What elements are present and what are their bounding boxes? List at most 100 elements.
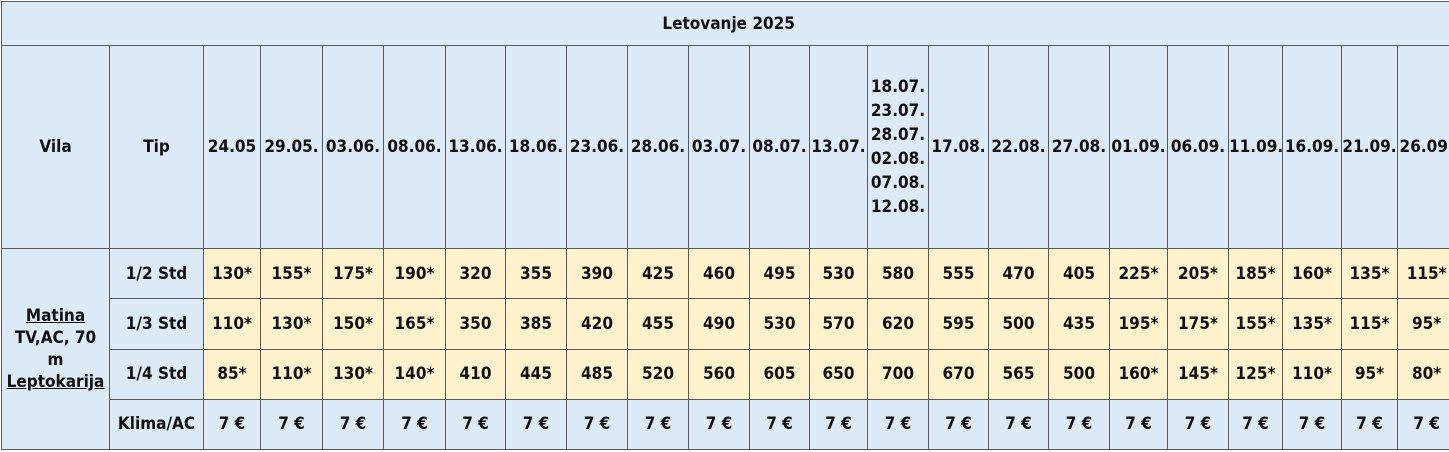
header-date-line: 07.08. — [870, 173, 926, 194]
price-cell: 455 — [627, 298, 689, 350]
price-cell: 470 — [988, 248, 1049, 300]
price-cell: 520 — [627, 348, 689, 400]
price-cell: 160* — [1109, 348, 1168, 400]
price-cell: 350 — [445, 298, 506, 350]
header-date-line: 02.08. — [870, 149, 926, 170]
ac-price-cell: 7 € — [988, 398, 1049, 451]
ac-price-cell: 7 € — [928, 398, 989, 451]
price-cell: 555 — [928, 248, 989, 300]
room-type: 1/3 Std — [109, 298, 204, 350]
price-cell: 165* — [383, 298, 446, 350]
table-title: Letovanje 2025 — [0, 0, 1449, 47]
price-cell: 580 — [867, 248, 929, 300]
ac-price-cell: 7 € — [203, 398, 261, 451]
ac-price-cell: 7 € — [1048, 398, 1110, 451]
header-date: 21.09. — [1341, 45, 1398, 250]
header-date: 17.08. — [928, 45, 989, 250]
price-cell: 110* — [203, 298, 261, 350]
header-vila: Vila — [1, 45, 110, 250]
price-cell: 130* — [203, 248, 261, 300]
header-date: 03.06. — [322, 45, 384, 250]
price-cell: 495 — [749, 248, 810, 300]
ac-price-cell: 7 € — [1228, 398, 1283, 451]
header-tip: Tip — [109, 45, 204, 250]
price-cell: 155* — [260, 248, 323, 300]
header-date: 18.06. — [505, 45, 567, 250]
price-cell: 355 — [505, 248, 567, 300]
price-cell: 130* — [260, 298, 323, 350]
price-cell: 650 — [809, 348, 868, 400]
price-cell: 135* — [1282, 298, 1342, 350]
price-cell: 485 — [566, 348, 628, 400]
price-cell: 410 — [445, 348, 506, 400]
price-cell: 605 — [749, 348, 810, 400]
header-date: 03.07. — [688, 45, 750, 250]
price-cell: 320 — [445, 248, 506, 300]
villa-name[interactable]: Matina — [25, 306, 86, 327]
ac-price-cell: 7 € — [867, 398, 929, 451]
villa-desc-1: TV,AC, 70 — [14, 328, 97, 349]
price-cell: 435 — [1048, 298, 1110, 350]
price-cell: 80* — [1396, 348, 1449, 400]
price-cell: 700 — [867, 348, 929, 400]
price-cell: 570 — [809, 298, 868, 350]
price-cell: 560 — [688, 348, 750, 400]
price-cell: 160* — [1282, 248, 1342, 300]
ac-price-cell: 7 € — [1109, 398, 1168, 451]
price-cell: 85* — [203, 348, 261, 400]
header-date-line: 23.07. — [870, 101, 926, 122]
price-cell: 460 — [688, 248, 750, 300]
ac-price-cell: 7 € — [383, 398, 446, 451]
ac-price-cell: 7 € — [688, 398, 750, 451]
price-cell: 190* — [383, 248, 446, 300]
header-date: 29.05. — [260, 45, 323, 250]
price-cell: 385 — [505, 298, 567, 350]
price-cell: 95* — [1341, 348, 1398, 400]
header-date: 06.09. — [1167, 45, 1229, 250]
ac-price-cell: 7 € — [1282, 398, 1342, 451]
header-date: 23.06. — [566, 45, 628, 250]
price-cell: 115* — [1396, 248, 1449, 300]
price-cell: 175* — [322, 248, 384, 300]
price-cell: 125* — [1228, 348, 1283, 400]
header-date: 27.08. — [1048, 45, 1110, 250]
header-date: 11.09. — [1228, 45, 1283, 250]
ac-price-cell: 7 € — [322, 398, 384, 451]
header-date-line: 28.07. — [870, 125, 926, 146]
price-cell: 620 — [867, 298, 929, 350]
price-cell: 155* — [1228, 298, 1283, 350]
price-cell: 595 — [928, 298, 989, 350]
header-date: 18.07. 23.07. 28.07. 02.08. 07.08. 12.08. — [867, 45, 929, 250]
header-date: 01.09. — [1109, 45, 1168, 250]
price-cell: 145* — [1167, 348, 1229, 400]
ac-price-cell: 7 € — [445, 398, 506, 451]
price-cell: 205* — [1167, 248, 1229, 300]
villa-location[interactable]: Leptokarija — [6, 372, 105, 393]
room-type: Klima/AC — [109, 398, 204, 451]
price-cell: 140* — [383, 348, 446, 400]
price-cell: 390 — [566, 248, 628, 300]
price-cell: 115* — [1341, 298, 1398, 350]
price-cell: 175* — [1167, 298, 1229, 350]
header-date: 22.08. — [988, 45, 1049, 250]
price-cell: 195* — [1109, 298, 1168, 350]
ac-price-cell: 7 € — [260, 398, 323, 451]
price-cell: 420 — [566, 298, 628, 350]
ac-price-cell: 7 € — [1396, 398, 1449, 451]
price-cell: 445 — [505, 348, 567, 400]
ac-price-cell: 7 € — [566, 398, 628, 451]
villa-desc-2: m — [47, 350, 64, 371]
price-cell: 565 — [988, 348, 1049, 400]
price-cell: 225* — [1109, 248, 1168, 300]
ac-price-cell: 7 € — [1167, 398, 1229, 451]
price-cell: 425 — [627, 248, 689, 300]
price-cell: 500 — [1048, 348, 1110, 400]
header-date: 13.06. — [445, 45, 506, 250]
header-date: 13.07. — [809, 45, 868, 250]
price-cell: 110* — [260, 348, 323, 400]
price-cell: 500 — [988, 298, 1049, 350]
price-cell: 185* — [1228, 248, 1283, 300]
header-date: 28.06. — [627, 45, 689, 250]
price-cell: 530 — [809, 248, 868, 300]
